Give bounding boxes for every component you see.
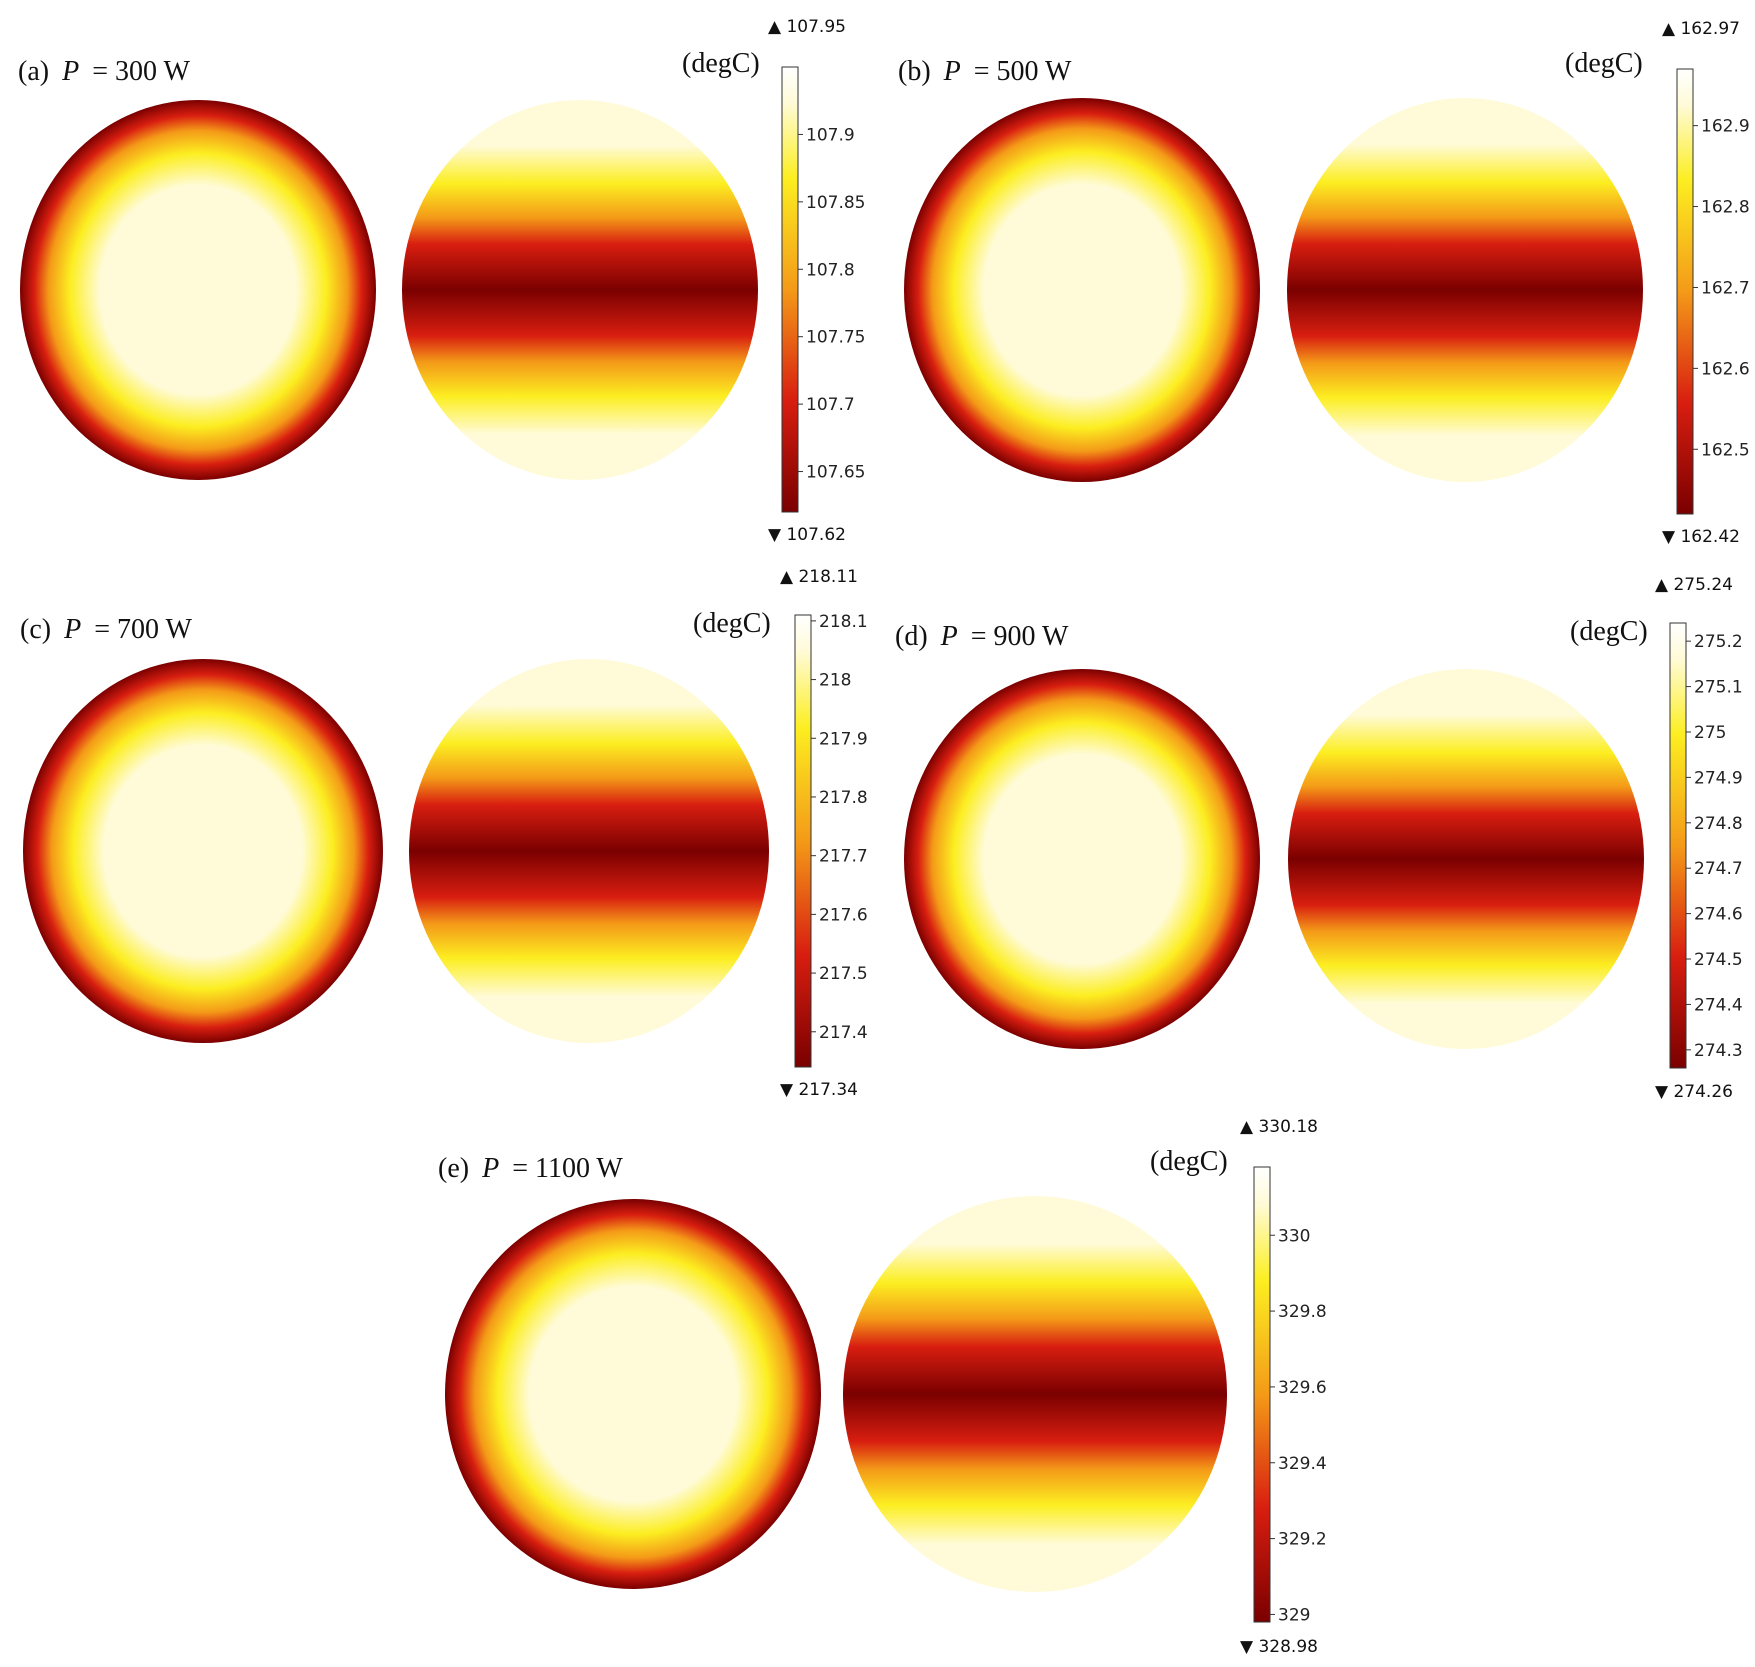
tick-label: 218.1 <box>819 612 868 632</box>
max-label: ▲ 218.11 <box>780 567 858 587</box>
tick-label: 275.2 <box>1694 632 1743 652</box>
tick-label: 107.7 <box>806 395 855 415</box>
tick-label: 217.6 <box>819 905 868 925</box>
tick-label: 162.5 <box>1701 440 1750 460</box>
param-symbol: P <box>940 621 958 652</box>
param-value: = 700 W <box>94 614 192 645</box>
tick-label: 107.8 <box>806 260 855 280</box>
panel-d: (d) P = 900 W (degC) ▲ 275.24 ▼ 274.26 2… <box>895 575 1743 1102</box>
tick-label: 329.6 <box>1278 1378 1327 1398</box>
tick-label: 107.9 <box>806 125 855 145</box>
tick-label: 162.9 <box>1701 117 1750 137</box>
tick-label: 274.9 <box>1694 768 1743 788</box>
min-label: ▼ 107.62 <box>768 525 846 545</box>
panel-title: (c) P = 700 W <box>20 614 192 645</box>
color-bar-ticks: 330 329.8 329.6 329.4 329.2 329 <box>1270 1226 1327 1625</box>
color-bar-ticks: 218.1 218 217.9 217.8 217.7 217.6 217.5 217.4 <box>811 612 868 1043</box>
unit-label: (degC) <box>693 608 771 639</box>
radial-temperature-map <box>904 98 1260 482</box>
panel-e: (e) P = 1100 W (degC) ▲ 330.18 ▼ 328.98 … <box>438 1117 1327 1657</box>
color-bar <box>1253 1166 1271 1623</box>
tick-label: 329.2 <box>1278 1530 1327 1550</box>
param-value: = 500 W <box>974 56 1072 87</box>
tick-label: 107.65 <box>806 463 865 483</box>
tick-label: 107.85 <box>806 193 865 213</box>
axial-temperature-map <box>1288 669 1644 1049</box>
radial-temperature-map <box>23 659 383 1043</box>
tick-label: 274.8 <box>1694 814 1743 834</box>
color-bar-ticks: 162.9 162.8 162.7 162.6 162.5 <box>1693 117 1750 460</box>
color-bar-ticks: 275.2 275.1 275 274.9 274.8 274.7 274.6 274.5 27… <box>1686 632 1743 1061</box>
min-label: ▼ 328.98 <box>1240 1637 1318 1657</box>
panel-title: (b) P = 500 W <box>898 56 1072 87</box>
axial-temperature-map <box>843 1196 1227 1592</box>
tick-label: 218 <box>819 671 851 691</box>
tick-label: 330 <box>1278 1226 1310 1246</box>
color-bar <box>794 614 812 1068</box>
color-bar <box>781 66 799 513</box>
max-label: ▲ 275.24 <box>1655 575 1733 595</box>
min-label: ▼ 162.42 <box>1662 527 1740 547</box>
radial-temperature-map <box>904 669 1260 1049</box>
panel-b: (b) P = 500 W (degC) ▲ 162.97 ▼ 162.42 1… <box>898 19 1750 547</box>
panel-label: (d) <box>895 621 928 652</box>
tick-label: 275 <box>1694 723 1726 743</box>
tick-label: 274.4 <box>1694 995 1743 1015</box>
panel-label: (e) <box>438 1153 469 1184</box>
panel-label: (a) <box>18 56 49 87</box>
tick-label: 274.3 <box>1694 1041 1743 1061</box>
unit-label: (degC) <box>1570 616 1648 647</box>
panel-title: (a) P = 300 W <box>18 56 190 87</box>
min-label: ▼ 274.26 <box>1655 1082 1733 1102</box>
max-label: ▲ 162.97 <box>1662 19 1740 39</box>
tick-label: 162.7 <box>1701 278 1750 298</box>
unit-label: (degC) <box>682 48 760 79</box>
param-symbol: P <box>943 56 961 87</box>
panel-c: (c) P = 700 W (degC) ▲ 218.11 ▼ 217.34 2… <box>20 567 868 1100</box>
unit-label: (degC) <box>1150 1146 1228 1177</box>
axial-temperature-map <box>409 659 769 1043</box>
panel-label: (c) <box>20 614 51 645</box>
axial-temperature-map <box>1287 98 1643 482</box>
tick-label: 217.9 <box>819 729 868 749</box>
max-label: ▲ 330.18 <box>1240 1117 1318 1137</box>
tick-label: 329.8 <box>1278 1302 1327 1322</box>
radial-temperature-map <box>20 100 376 480</box>
color-bar <box>1676 68 1694 515</box>
tick-label: 329.4 <box>1278 1454 1327 1474</box>
param-value: = 300 W <box>92 56 190 87</box>
unit-label: (degC) <box>1565 48 1643 79</box>
param-symbol: P <box>63 614 81 645</box>
color-bar <box>1669 622 1687 1069</box>
axial-temperature-map <box>402 100 758 480</box>
max-label: ▲ 107.95 <box>768 17 846 37</box>
tick-label: 274.6 <box>1694 905 1743 925</box>
radial-temperature-map <box>445 1199 821 1589</box>
tick-label: 162.6 <box>1701 359 1750 379</box>
panel-title: (d) P = 900 W <box>895 621 1069 652</box>
param-value: = 900 W <box>971 621 1069 652</box>
tick-label: 275.1 <box>1694 678 1743 698</box>
tick-label: 274.7 <box>1694 859 1743 879</box>
tick-label: 274.5 <box>1694 950 1743 970</box>
tick-label: 329 <box>1278 1605 1310 1625</box>
color-bar-ticks: 107.9 107.85 107.8 107.75 107.7 107.65 <box>798 125 865 483</box>
param-symbol: P <box>481 1153 499 1184</box>
tick-label: 162.8 <box>1701 198 1750 218</box>
tick-label: 217.5 <box>819 964 868 984</box>
tick-label: 107.75 <box>806 328 865 348</box>
tick-label: 217.7 <box>819 847 868 867</box>
param-value: = 1100 W <box>512 1153 623 1184</box>
panel-title: (e) P = 1100 W <box>438 1153 623 1184</box>
panel-a: (a) P = 300 W (degC) ▲ 107.95 ▼ 107.62 1… <box>18 17 865 545</box>
tick-label: 217.4 <box>819 1023 868 1043</box>
panel-label: (b) <box>898 56 931 87</box>
tick-label: 217.8 <box>819 788 868 808</box>
min-label: ▼ 217.34 <box>780 1080 858 1100</box>
param-symbol: P <box>61 56 79 87</box>
